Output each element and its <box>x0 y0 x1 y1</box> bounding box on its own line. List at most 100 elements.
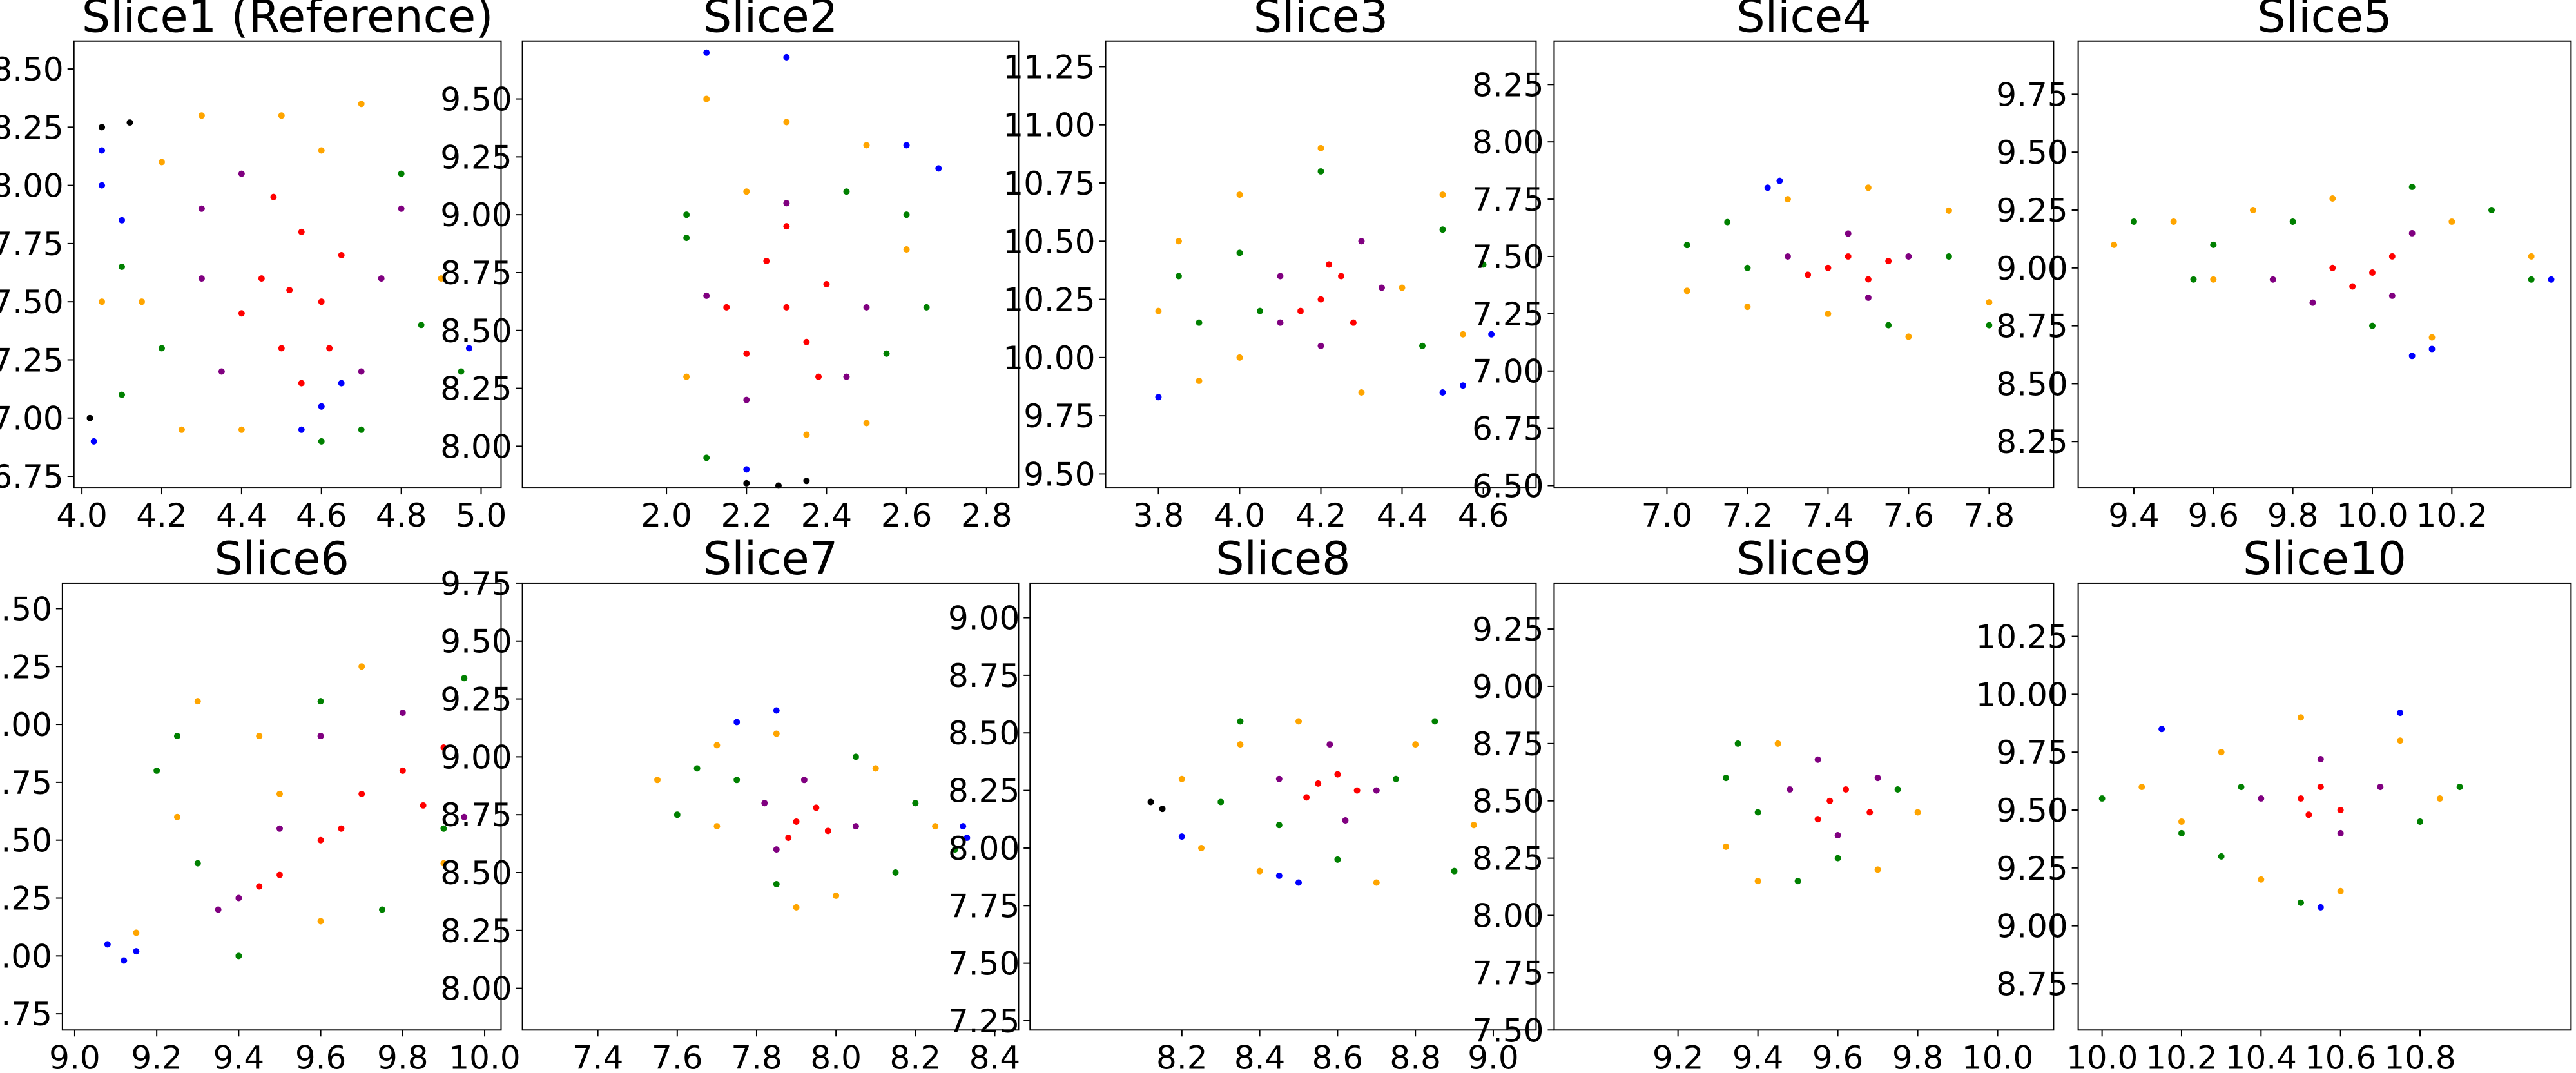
point <box>783 223 790 230</box>
x-tick-label: 2.2 <box>721 497 773 534</box>
y-tick-label: 10.00 <box>1975 676 2068 713</box>
point <box>2249 206 2256 213</box>
point <box>440 860 447 867</box>
point <box>824 827 831 835</box>
x-tick-label: 9.6 <box>1812 1039 1864 1073</box>
y-tick-label: 10.00 <box>1003 340 1095 377</box>
point <box>99 298 106 305</box>
point <box>99 124 106 131</box>
point <box>2178 829 2185 836</box>
y-tick-label: 8.75 <box>948 657 1020 695</box>
point <box>743 350 750 357</box>
point <box>713 742 721 749</box>
point <box>235 952 242 960</box>
y-tick-label: 9.50 <box>1996 792 2068 829</box>
point <box>1885 322 1892 329</box>
x-tick-label: 9.8 <box>377 1039 429 1073</box>
point <box>1155 394 1162 401</box>
axes-frame <box>2077 582 2572 1031</box>
x-tick-label: 10.6 <box>2305 1039 2376 1073</box>
y-tick-label: 8.50 <box>0 51 64 88</box>
point <box>783 304 790 311</box>
point <box>2317 755 2324 762</box>
y-tick-label: 7.75 <box>1472 954 1544 992</box>
point <box>1794 878 1801 885</box>
point <box>800 777 808 784</box>
y-tick-label: 9.25 <box>1996 192 2068 229</box>
point <box>773 707 780 714</box>
point <box>743 396 750 403</box>
point <box>1914 809 1921 816</box>
point <box>935 165 942 172</box>
y-tick-label: 9.25 <box>1472 611 1544 648</box>
y-tick-label: 8.25 <box>440 371 512 408</box>
point <box>1326 741 1333 748</box>
x-tick-label: 8.2 <box>890 1039 942 1073</box>
point <box>2158 726 2165 733</box>
point <box>2397 737 2404 744</box>
point <box>1754 809 1761 816</box>
point <box>683 373 690 380</box>
point <box>2448 218 2455 225</box>
point <box>235 894 242 902</box>
point <box>121 957 128 964</box>
point <box>2397 710 2404 717</box>
x-tick-label: 4.8 <box>376 497 427 534</box>
point <box>1814 756 1821 763</box>
point <box>2190 276 2197 283</box>
point <box>2488 206 2495 213</box>
point <box>399 767 406 774</box>
subplot-title: Slice5 <box>2257 0 2392 43</box>
x-tick-label: 7.0 <box>1641 497 1693 534</box>
point <box>1350 319 1357 326</box>
point <box>2528 253 2535 260</box>
point <box>1754 878 1761 885</box>
point <box>2388 292 2396 299</box>
x-tick-label: 9.8 <box>1892 1039 1944 1073</box>
axes-frame <box>73 40 502 489</box>
point <box>1178 775 1185 782</box>
point <box>198 205 205 212</box>
point <box>843 373 850 380</box>
point <box>1178 833 1185 840</box>
point <box>119 217 126 224</box>
point <box>803 431 810 438</box>
y-tick-label: 9.00 <box>948 600 1020 637</box>
x-tick-label: 4.6 <box>296 497 347 534</box>
point <box>86 414 93 421</box>
point <box>1155 307 1162 314</box>
x-tick-label: 9.8 <box>2267 497 2319 534</box>
point <box>863 142 870 149</box>
point <box>133 929 140 936</box>
point <box>1315 780 1322 787</box>
x-tick-label: 9.2 <box>1652 1039 1704 1073</box>
point <box>418 322 425 329</box>
point <box>1945 253 1952 260</box>
y-tick-label: 6.75 <box>0 996 52 1033</box>
point <box>438 275 445 282</box>
point <box>1874 775 1881 782</box>
point <box>276 871 283 878</box>
point <box>863 304 870 311</box>
y-tick-label: 7.50 <box>1472 1012 1544 1049</box>
point <box>378 275 385 282</box>
point <box>1826 797 1834 804</box>
point <box>2258 876 2265 883</box>
x-tick-label: 8.2 <box>1156 1039 1208 1073</box>
point <box>2269 276 2276 283</box>
point <box>1303 794 1310 801</box>
point <box>2337 887 2344 894</box>
point <box>703 454 710 461</box>
point <box>1196 377 1203 384</box>
axes-frame <box>2077 40 2572 489</box>
y-tick-label: 9.00 <box>1996 908 2068 945</box>
point <box>158 159 165 166</box>
point <box>2416 818 2423 825</box>
axes-frame <box>1553 40 2055 489</box>
point <box>1864 294 1872 301</box>
y-tick-label: 7.75 <box>0 226 64 263</box>
point <box>723 304 730 311</box>
y-tick-label: 8.25 <box>440 913 512 950</box>
point <box>1337 273 1344 280</box>
y-tick-label: 7.50 <box>1472 238 1544 276</box>
